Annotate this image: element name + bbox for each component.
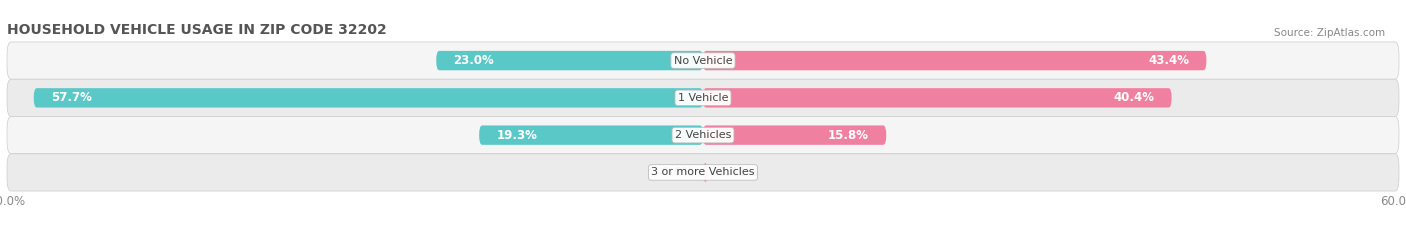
Text: HOUSEHOLD VEHICLE USAGE IN ZIP CODE 32202: HOUSEHOLD VEHICLE USAGE IN ZIP CODE 3220… <box>7 23 387 37</box>
Text: 43.4%: 43.4% <box>1149 54 1189 67</box>
Text: 0.0%: 0.0% <box>661 166 693 179</box>
Text: 2 Vehicles: 2 Vehicles <box>675 130 731 140</box>
Text: 15.8%: 15.8% <box>828 129 869 142</box>
Text: 57.7%: 57.7% <box>51 91 91 104</box>
FancyBboxPatch shape <box>34 88 703 108</box>
FancyBboxPatch shape <box>7 42 1399 79</box>
Text: 40.4%: 40.4% <box>1114 91 1154 104</box>
Text: 0.41%: 0.41% <box>717 166 758 179</box>
FancyBboxPatch shape <box>7 154 1399 191</box>
Text: Source: ZipAtlas.com: Source: ZipAtlas.com <box>1274 28 1385 38</box>
FancyBboxPatch shape <box>703 88 1171 108</box>
Text: 1 Vehicle: 1 Vehicle <box>678 93 728 103</box>
FancyBboxPatch shape <box>703 125 886 145</box>
Text: 3 or more Vehicles: 3 or more Vehicles <box>651 168 755 177</box>
FancyBboxPatch shape <box>436 51 703 70</box>
FancyBboxPatch shape <box>479 125 703 145</box>
FancyBboxPatch shape <box>703 51 1206 70</box>
FancyBboxPatch shape <box>7 116 1399 154</box>
Text: 23.0%: 23.0% <box>454 54 495 67</box>
Text: No Vehicle: No Vehicle <box>673 56 733 65</box>
FancyBboxPatch shape <box>7 79 1399 116</box>
FancyBboxPatch shape <box>703 163 707 182</box>
Text: 19.3%: 19.3% <box>496 129 537 142</box>
